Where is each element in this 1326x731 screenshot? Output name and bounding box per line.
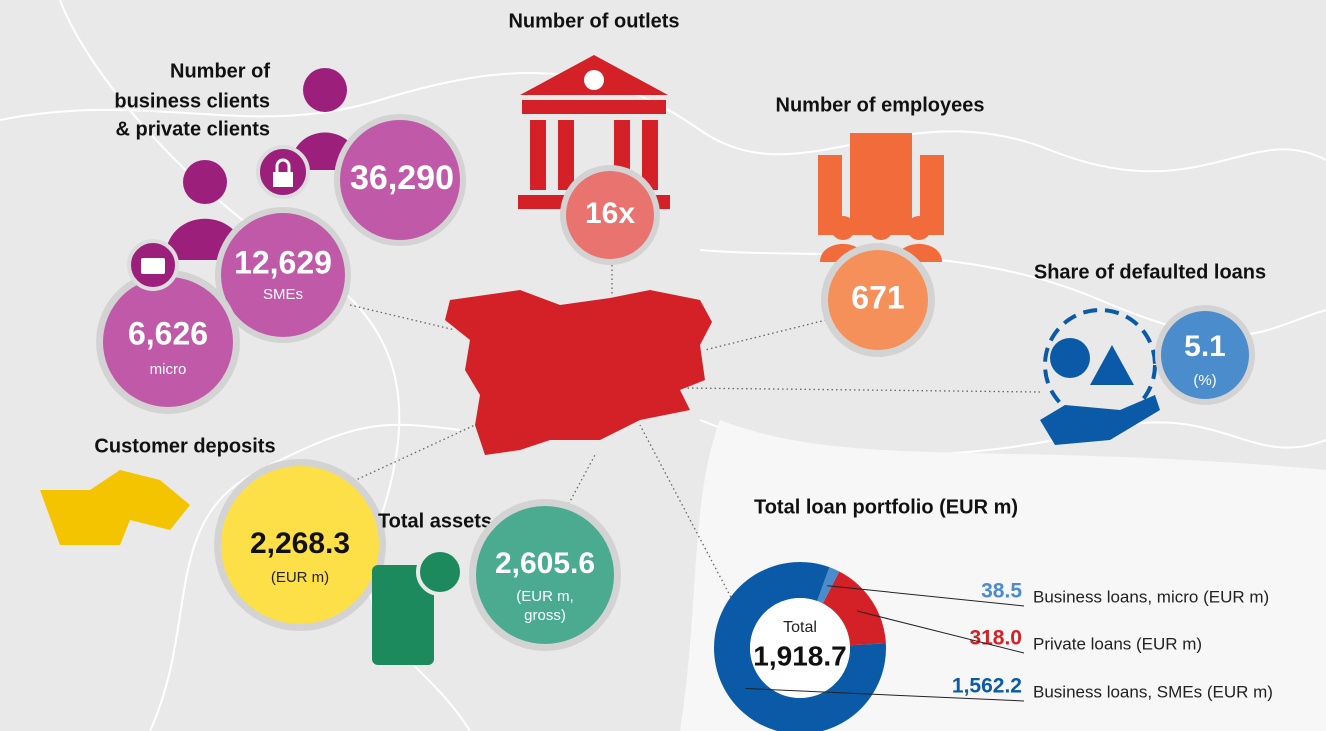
briefcase-icon	[141, 258, 165, 274]
segment-value: 318.0	[969, 627, 1022, 650]
loan-icon	[1090, 345, 1134, 385]
deposits-unit: (EUR m)	[271, 569, 329, 586]
deposits-value: 2,268.3	[250, 527, 350, 560]
assets-unit: gross)	[524, 607, 566, 624]
building-icon	[818, 133, 944, 262]
bank-icon	[584, 70, 604, 90]
segment-name: Business loans, SMEs (EUR m)	[1033, 682, 1273, 701]
sme-label: SMEs	[263, 286, 303, 303]
deposits-title: Customer deposits	[94, 435, 275, 457]
defaulted-circle	[1161, 311, 1249, 399]
calculator-icon	[416, 548, 464, 596]
clients-title: & private clients	[115, 118, 270, 140]
sme-circle	[221, 213, 345, 337]
connector-lines	[279, 265, 1041, 606]
segment-name: Private loans (EUR m)	[1033, 634, 1202, 653]
assets-unit: (EUR m,	[516, 588, 574, 605]
total-label: Total	[783, 619, 817, 636]
sme-value: 12,629	[234, 244, 332, 280]
employees-title: Number of employees	[776, 94, 985, 116]
deposit-icon	[40, 470, 190, 545]
loans-title: Total loan portfolio (EUR m)	[754, 496, 1018, 518]
donut-hole	[750, 598, 850, 698]
deposits-circle	[221, 466, 379, 624]
clients-title: business clients	[114, 90, 270, 112]
segment-name: Business loans, micro (EUR m)	[1033, 587, 1269, 606]
assets-title: Total assets	[378, 510, 492, 532]
bulgaria	[445, 290, 712, 455]
total-value: 1,918.7	[753, 640, 846, 671]
outlets-title: Number of outlets	[508, 10, 679, 32]
micro-label: micro	[150, 361, 187, 378]
assets-value: 2,605.6	[495, 547, 595, 580]
micro-circle	[103, 277, 233, 407]
segment-value: 1,562.2	[952, 675, 1022, 698]
private-value: 36,290	[350, 159, 454, 197]
defaulted-value: 5.1	[1184, 330, 1226, 363]
assets-circle	[476, 506, 614, 644]
loan-icon	[1043, 308, 1157, 422]
calculator-icon	[372, 565, 434, 665]
leader-line	[856, 610, 1025, 654]
donut-segment	[822, 571, 886, 646]
micro-value: 6,626	[128, 315, 208, 351]
lock-icon	[273, 172, 293, 187]
leader-line	[745, 688, 1025, 702]
outlets-value: 16x	[585, 197, 635, 230]
loan-icon	[1050, 338, 1090, 378]
defaulted-title: Share of defaulted loans	[1034, 261, 1266, 283]
legend: 38.5 Business loans, micro (EUR m) 318.0 Pr…	[745, 580, 1273, 702]
loan-icon	[1040, 395, 1160, 445]
leader-line	[827, 585, 1025, 607]
lock-icon	[275, 158, 291, 172]
defaulted-unit: (%)	[1193, 372, 1216, 389]
employees-value: 671	[851, 279, 904, 315]
employees-circle	[828, 250, 928, 350]
clients-title: Number of	[170, 60, 270, 82]
outlets-circle	[566, 171, 654, 259]
private-circle	[340, 120, 460, 240]
segment-value: 38.5	[981, 580, 1022, 603]
